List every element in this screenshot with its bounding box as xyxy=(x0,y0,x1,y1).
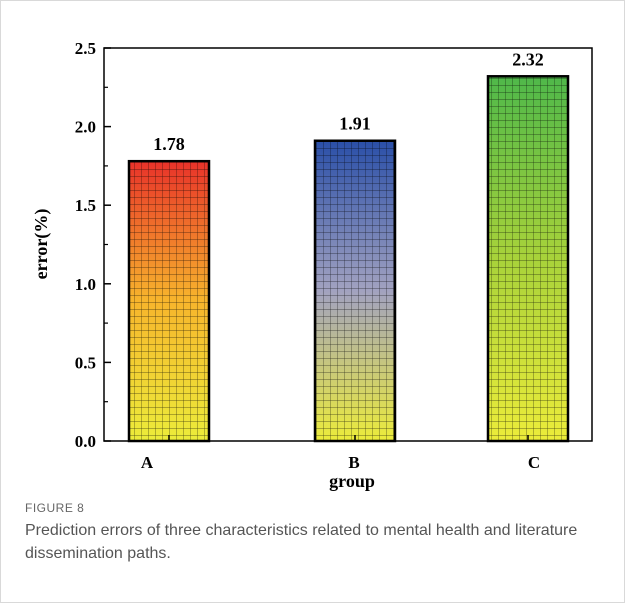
figure-label: FIGURE 8 xyxy=(25,501,85,515)
y-tick-label: 0.5 xyxy=(75,353,96,372)
y-axis: 0.0 0.5 1.0 1.5 2.0 2.5 xyxy=(75,39,111,451)
y-tick-label: 2.5 xyxy=(75,39,96,58)
y-tick-label: 0.0 xyxy=(75,432,96,451)
data-label-c: 2.32 xyxy=(512,49,544,69)
x-axis: A B C xyxy=(141,435,540,472)
bar-chart: 0.0 0.5 1.0 1.5 2.0 2.5 1.78 1.91 2.32 A B C erro… xyxy=(31,39,593,491)
bar-hatch-a xyxy=(129,161,209,441)
y-tick-label: 1.5 xyxy=(75,196,96,215)
x-tick-label-c: C xyxy=(528,453,540,472)
data-label-a: 1.78 xyxy=(153,134,185,154)
bar-hatch-c xyxy=(488,76,568,442)
bars: 1.78 1.91 2.32 xyxy=(127,49,570,443)
data-label-b: 1.91 xyxy=(339,114,371,134)
y-axis-label: error(%) xyxy=(31,209,52,280)
x-tick-label-b: B xyxy=(348,453,359,472)
y-tick-label: 1.0 xyxy=(75,275,96,294)
bar-hatch-b xyxy=(315,140,395,442)
y-tick-label: 2.0 xyxy=(75,118,96,137)
x-axis-label: group xyxy=(329,471,375,491)
x-tick-label-a: A xyxy=(141,453,154,472)
figure-caption: Prediction errors of three characteristi… xyxy=(25,522,578,562)
